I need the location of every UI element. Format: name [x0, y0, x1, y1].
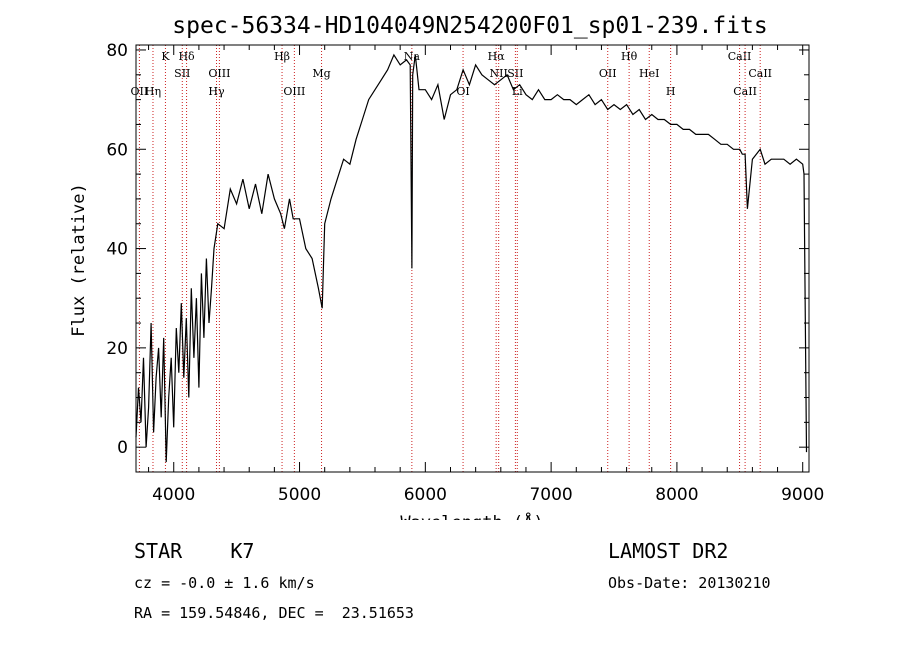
object-class: STAR K7: [134, 539, 254, 563]
line-label: Hη: [145, 85, 161, 98]
y-axis-label: Flux (relative): [69, 183, 89, 337]
y-tick-label: 80: [106, 41, 128, 61]
redshift-readout: cz = -0.0 ± 1.6 km/s: [134, 574, 315, 592]
x-tick-label: 7000: [529, 485, 572, 505]
plot-frame: [135, 44, 810, 473]
x-tick-label: 4000: [152, 485, 195, 505]
line-label: OIII: [283, 85, 305, 98]
y-tick-label: 20: [106, 339, 128, 359]
line-label: SII: [174, 67, 190, 80]
spectrum-chart: spec-56334-HD104049N254200F01_sp01-239.f…: [69, 13, 824, 520]
line-label: NII: [490, 67, 508, 80]
obs-date: Obs-Date: 20130210: [608, 574, 771, 592]
line-label: OII: [131, 85, 149, 98]
object-type: STAR: [134, 539, 183, 563]
x-tick-label: 9000: [781, 485, 824, 505]
spectrum-line: [135, 53, 808, 463]
survey-name: LAMOST DR2: [608, 539, 729, 563]
x-tick-label: 6000: [404, 485, 447, 505]
line-label: Mg: [312, 67, 330, 80]
x-tick-label: 8000: [655, 485, 698, 505]
line-label: Hγ: [208, 85, 225, 98]
line-label: K: [161, 50, 170, 63]
chart-title: spec-56334-HD104049N254200F01_sp01-239.f…: [172, 13, 767, 39]
object-subclass: K7: [230, 539, 255, 563]
line-label: CaII: [748, 67, 772, 80]
spectrum-series: [135, 53, 808, 463]
line-label: HeI: [639, 67, 659, 80]
line-label: OI: [456, 85, 469, 98]
line-label: Hδ: [178, 50, 195, 63]
line-label: CaII: [733, 85, 757, 98]
line-label: H: [666, 85, 676, 98]
line-label: Na: [404, 50, 421, 63]
line-label: Li: [512, 85, 523, 98]
axes: 4000 5000 6000 7000 8000 9000 0 20 40 60 80: [106, 41, 824, 505]
line-label: Hθ: [621, 50, 638, 63]
x-tick-label: 5000: [278, 485, 321, 505]
line-label: SII: [507, 67, 523, 80]
ra-dec-readout: RA = 159.54846, DEC = 23.51653: [134, 604, 414, 622]
line-label: Hβ: [274, 50, 290, 63]
y-tick-label: 60: [106, 140, 128, 160]
y-tick-label: 40: [106, 240, 128, 260]
line-label: OIII: [208, 67, 230, 80]
x-axis-label: Wavelength (Å): [400, 511, 543, 520]
line-label: OII: [599, 67, 617, 80]
line-label: CaII: [728, 50, 752, 63]
y-tick-label: 0: [117, 438, 128, 458]
line-label: Hα: [488, 50, 506, 63]
